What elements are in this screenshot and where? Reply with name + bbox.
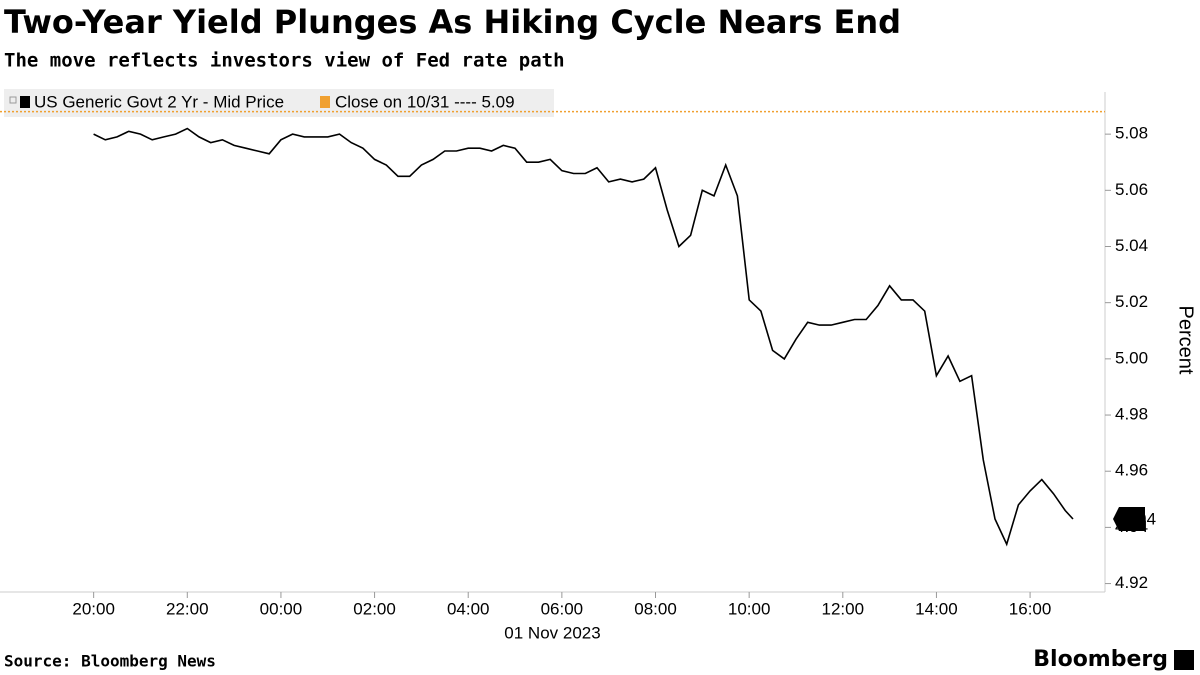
x-tick-label: 22:00: [166, 599, 209, 618]
chart-subtitle: The move reflects investors view of Fed …: [4, 50, 565, 72]
y-tick-label: 5.00: [1115, 348, 1148, 367]
legend-icon: [9, 96, 17, 104]
brand: Bloomberg: [1033, 647, 1168, 672]
end-badge: [1113, 506, 1145, 531]
brand-icon: [1174, 650, 1194, 670]
x-tick-label: 00:00: [260, 599, 303, 618]
x-tick-label: 06:00: [541, 599, 584, 618]
x-tick-label: 20:00: [72, 599, 115, 618]
y-tick-label: 4.98: [1115, 405, 1148, 424]
x-tick-label: 14:00: [915, 599, 958, 618]
legend-label: Close on 10/31 ---- 5.09: [335, 92, 515, 111]
series-line: [93, 127, 1074, 547]
x-tick-label: 02:00: [353, 599, 396, 618]
x-tick-label: 16:00: [1009, 599, 1052, 618]
legend-label: US Generic Govt 2 Yr - Mid Price: [34, 92, 284, 111]
y-tick-label: 5.06: [1115, 180, 1148, 199]
legend-swatch: [320, 96, 330, 108]
y-tick-label: 5.04: [1115, 236, 1148, 255]
y-tick-label: 5.08: [1115, 124, 1148, 143]
y-tick-label: 4.92: [1115, 573, 1148, 592]
y-axis-label: Percent: [1175, 306, 1197, 375]
chart-title: Two-Year Yield Plunges As Hiking Cycle N…: [4, 3, 901, 41]
x-tick-label: 04:00: [447, 599, 490, 618]
x-tick-label: 12:00: [822, 599, 865, 618]
source: Source: Bloomberg News: [4, 652, 216, 671]
x-tick-label: 10:00: [728, 599, 771, 618]
legend-swatch: [20, 96, 30, 108]
x-tick-label: 08:00: [634, 599, 677, 618]
x-sublabel: 01 Nov 2023: [504, 623, 600, 642]
y-tick-label: 4.96: [1115, 461, 1148, 480]
end-label: 4.94: [1123, 509, 1156, 528]
legend-box: [4, 89, 554, 117]
y-tick-label: 5.02: [1115, 292, 1148, 311]
